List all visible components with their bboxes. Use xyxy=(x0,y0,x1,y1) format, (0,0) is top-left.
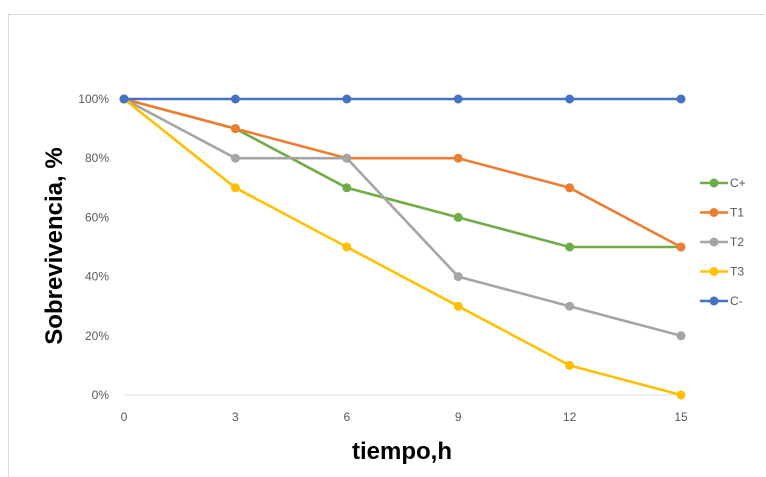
data-point xyxy=(230,153,240,163)
data-point xyxy=(453,94,463,104)
data-point xyxy=(342,242,352,252)
series-C+ xyxy=(119,94,686,252)
data-point xyxy=(453,301,463,311)
legend-item-T2: T2 xyxy=(700,235,744,249)
data-point xyxy=(676,242,686,252)
legend-label: C+ xyxy=(730,176,746,190)
y-tick-label: 0% xyxy=(92,388,110,402)
data-point xyxy=(676,390,686,400)
y-tick-label: 40% xyxy=(85,270,109,284)
data-point xyxy=(453,153,463,163)
data-point xyxy=(342,183,352,193)
data-point xyxy=(453,272,463,282)
data-point xyxy=(565,301,575,311)
y-tick-label: 60% xyxy=(85,210,109,224)
data-point xyxy=(230,94,240,104)
data-point xyxy=(453,212,463,222)
legend-label: T1 xyxy=(730,206,744,220)
x-axis-ticks: 0 3 6 9 12 15 xyxy=(121,410,688,424)
x-tick-label: 12 xyxy=(563,410,577,424)
y-tick-label: 80% xyxy=(85,151,109,165)
legend-item-T3: T3 xyxy=(700,265,744,279)
y-axis-ticks: 0% 20% 40% 60% 80% 100% xyxy=(78,92,109,402)
data-point xyxy=(230,183,240,193)
legend-label: T2 xyxy=(730,235,744,249)
legend-marker xyxy=(709,267,719,276)
legend-item-T1: T1 xyxy=(700,206,744,220)
legend: C+ T1 T2 T3 C- xyxy=(700,176,746,308)
series-T1 xyxy=(119,94,686,252)
legend-label: C- xyxy=(730,294,743,308)
x-tick-label: 9 xyxy=(455,410,462,424)
data-point xyxy=(565,183,575,193)
legend-label: T3 xyxy=(730,265,744,279)
data-point xyxy=(565,242,575,252)
data-point xyxy=(565,360,575,370)
legend-marker xyxy=(709,296,719,306)
x-axis-title: tiempo,h xyxy=(352,438,452,465)
data-point xyxy=(230,124,240,134)
x-tick-label: 0 xyxy=(121,410,128,424)
legend-marker xyxy=(709,237,719,247)
legend-item-C-: C- xyxy=(700,294,743,308)
legend-marker xyxy=(709,178,719,188)
data-point xyxy=(676,94,686,104)
series-line xyxy=(123,97,682,249)
y-tick-label: 100% xyxy=(78,92,109,106)
series-C- xyxy=(119,94,686,104)
series-line xyxy=(123,97,682,397)
x-tick-label: 15 xyxy=(674,410,688,424)
chart-frame xyxy=(8,14,765,477)
legend-item-C+: C+ xyxy=(700,176,746,190)
series-line xyxy=(123,97,682,338)
legend-marker xyxy=(709,208,719,217)
data-point xyxy=(565,94,575,104)
data-point xyxy=(119,94,129,104)
data-point xyxy=(342,94,352,104)
data-point xyxy=(676,331,686,341)
y-tick-label: 20% xyxy=(85,329,109,343)
series-T2 xyxy=(119,94,686,341)
y-axis-title: Sobrevivencia, % xyxy=(41,147,68,344)
data-point xyxy=(342,153,352,163)
series-layer xyxy=(119,94,686,400)
x-tick-label: 6 xyxy=(343,410,350,424)
x-tick-label: 3 xyxy=(232,410,239,424)
